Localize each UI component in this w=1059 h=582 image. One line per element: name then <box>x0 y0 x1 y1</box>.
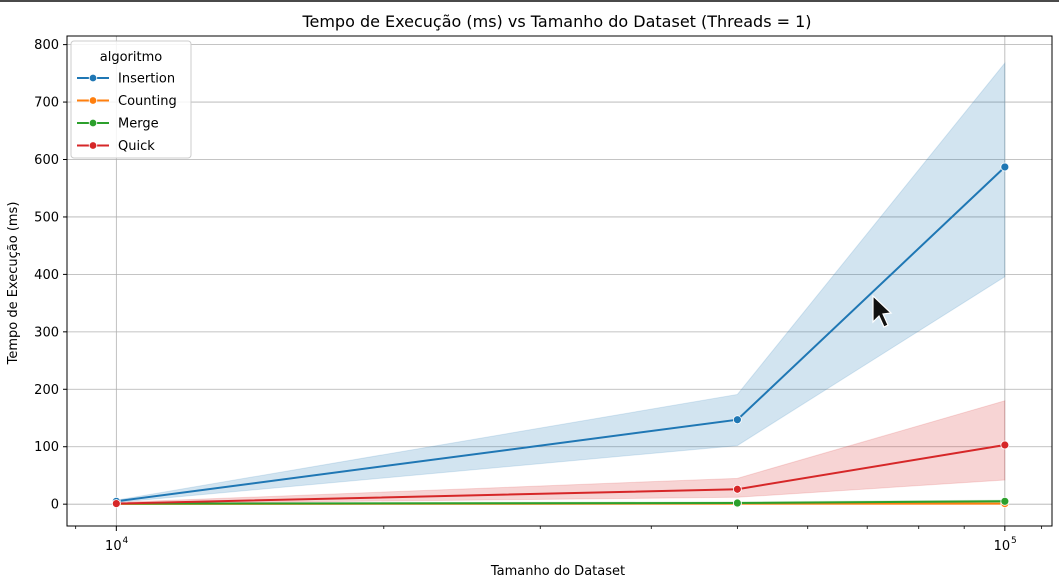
y-tick-label: 800 <box>34 38 59 53</box>
ci-band-insertion <box>115 61 1006 503</box>
data-point-insertion <box>1000 162 1010 172</box>
plot-frame <box>66 35 1053 527</box>
legend-swatch-marker <box>88 118 98 128</box>
legend-swatch-marker <box>88 96 98 105</box>
data-point-merge <box>732 498 742 508</box>
y-tick-label: 400 <box>34 268 59 283</box>
x-tick-label: 10 <box>105 539 122 554</box>
x-tick-label: 10 <box>994 539 1011 554</box>
legend-label-counting: Counting <box>118 94 177 109</box>
legend-box <box>70 40 192 159</box>
legend-label-insertion: Insertion <box>118 72 175 87</box>
data-point-quick <box>1000 440 1010 450</box>
legend-label-merge: Merge <box>118 117 159 132</box>
legend-title: algoritmo <box>100 50 163 65</box>
legend-swatch-marker <box>88 73 98 83</box>
confidence-bands <box>115 61 1006 505</box>
x-axis-label: Tamanho do Dataset <box>490 564 625 579</box>
legend: algoritmo Insertion Counting Merge Quick <box>70 40 192 159</box>
y-axis-label: Tempo de Execução (ms) <box>6 202 21 366</box>
y-tick-label: 200 <box>34 383 59 398</box>
data-point-quick <box>111 499 121 508</box>
x-tick-exponent: 5 <box>1011 536 1017 546</box>
chart-title: Tempo de Execução (ms) vs Tamanho do Dat… <box>301 12 811 31</box>
legend-swatch-marker <box>88 141 98 150</box>
y-tick-label: 600 <box>34 153 59 168</box>
data-point-merge <box>1000 496 1010 506</box>
y-tick-label: 300 <box>34 325 59 340</box>
legend-label-quick: Quick <box>118 139 155 154</box>
mouse-cursor-icon <box>872 294 893 328</box>
data-points <box>111 162 1010 509</box>
data-point-insertion <box>732 415 742 425</box>
data-point-quick <box>732 484 742 494</box>
x-tick-exponent: 4 <box>122 536 128 546</box>
window-top-border <box>0 0 1059 2</box>
y-tick-label: 700 <box>34 96 59 111</box>
y-tick-label: 100 <box>34 440 59 455</box>
y-tick-label: 500 <box>34 210 59 225</box>
y-tick-label: 0 <box>51 498 59 513</box>
